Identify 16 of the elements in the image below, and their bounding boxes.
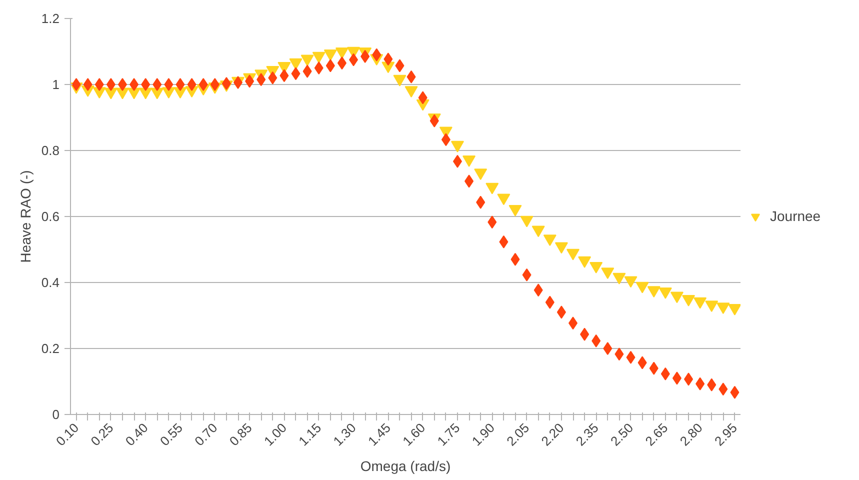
x-tick-label: 0.10 (53, 420, 82, 449)
y-tick-label: 0.4 (41, 275, 60, 290)
x-tick-label: 0.25 (88, 420, 116, 449)
x-tick-label: 0.85 (226, 420, 255, 449)
x-tick-label: 0.70 (192, 420, 220, 449)
y-tick-label: 0 (52, 407, 60, 422)
y-axis-title: Heave RAO (-) (17, 170, 34, 263)
y-tick-label: 1 (52, 77, 60, 92)
x-tick-label: 0.40 (122, 420, 151, 449)
legend-label: Journee (770, 208, 821, 224)
x-tick-label: 0.55 (157, 420, 186, 449)
y-tick-label: 0.8 (41, 143, 60, 158)
y-tick-label: 1.2 (41, 11, 60, 26)
y-tick-label: 0.6 (41, 209, 60, 224)
x-axis-title: Omega (rad/s) (360, 458, 451, 474)
y-tick-label: 0.2 (41, 341, 60, 356)
